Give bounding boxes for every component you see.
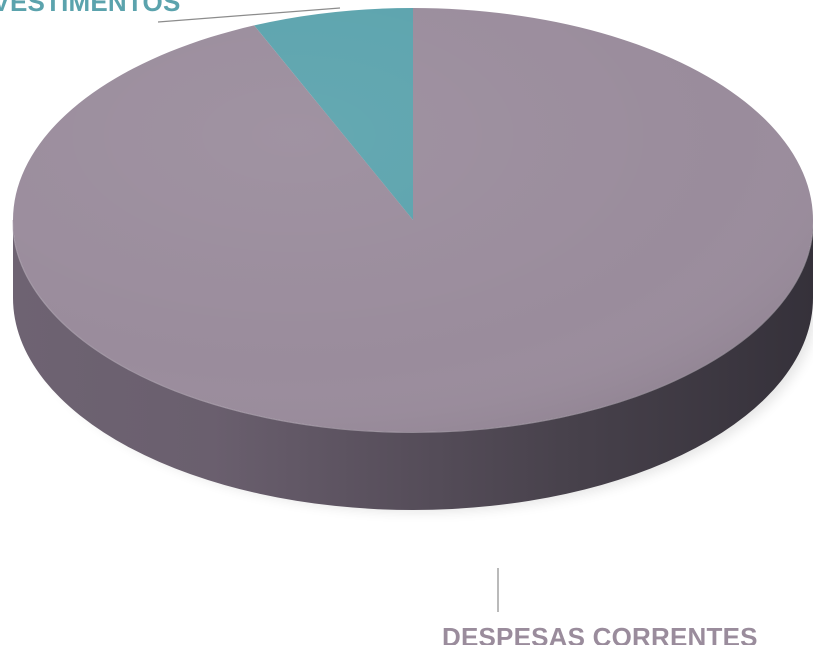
pie-top-shading (13, 8, 813, 432)
pie-slices (13, 8, 813, 432)
slice-label-investimentos: INVESTIMENTOS (0, 0, 181, 17)
leader-line-investimentos (157, 7, 341, 23)
pie-side-wall (13, 220, 813, 510)
slice-label-despesas-correntes: DESPESAS CORRENTES (442, 622, 758, 645)
